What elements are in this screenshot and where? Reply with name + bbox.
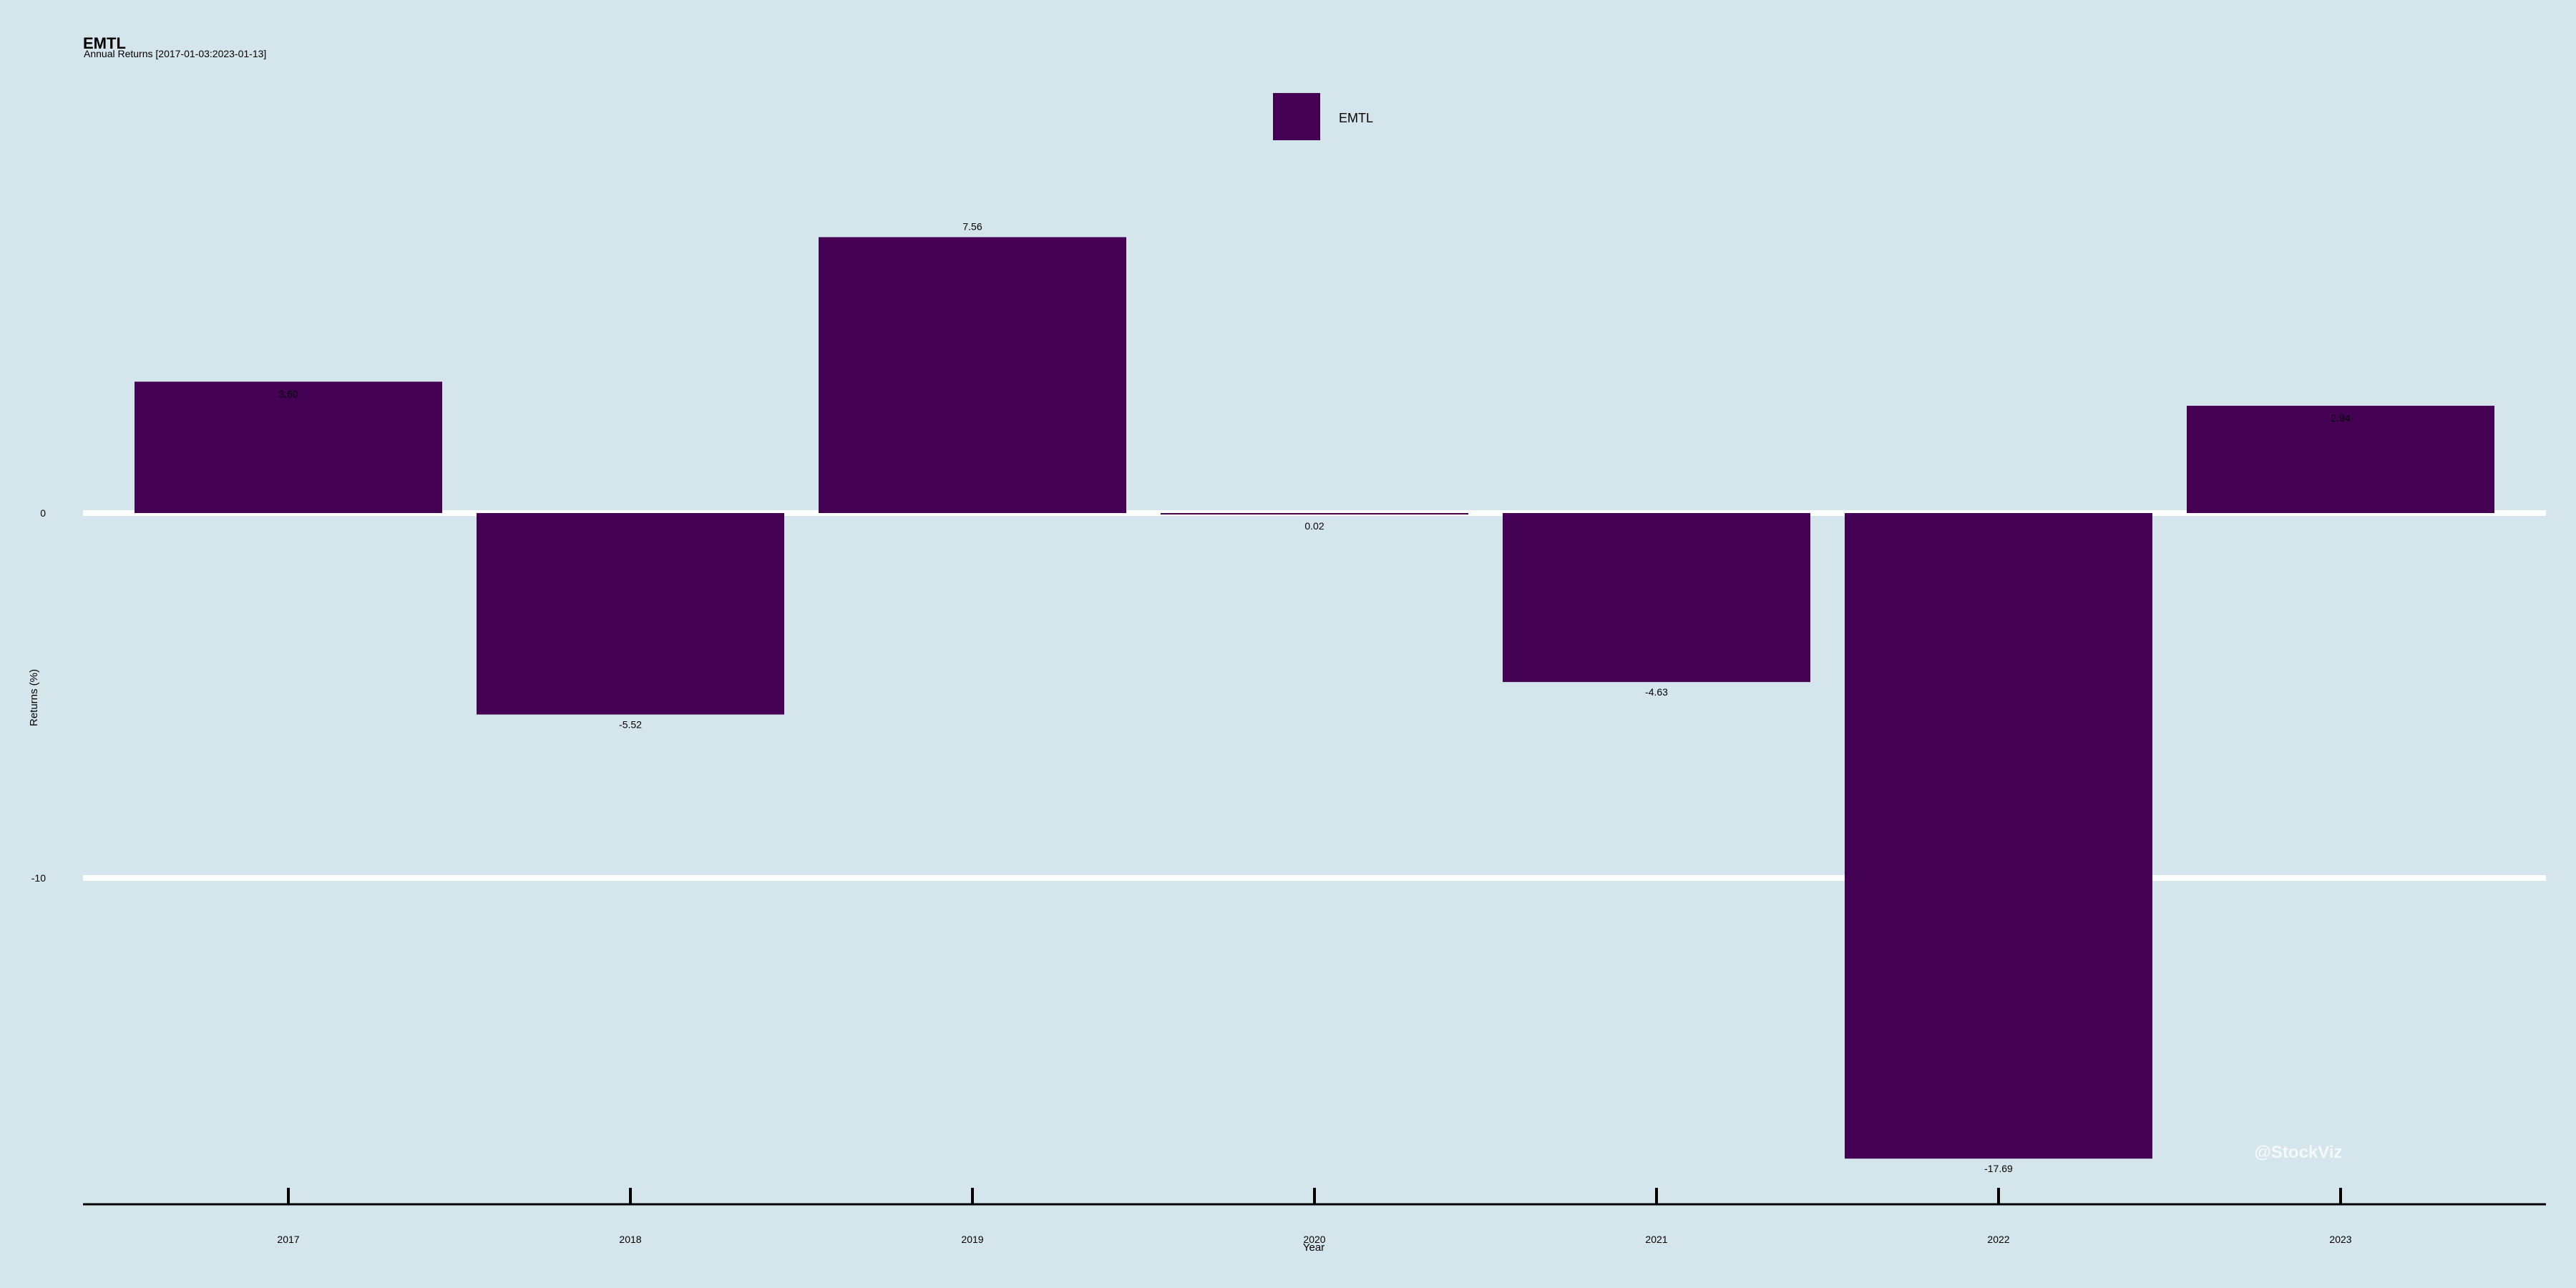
x-tick-labels: 2017 2018 2019 2020 2021 2022 2023 bbox=[277, 1234, 2351, 1245]
bars bbox=[135, 237, 2494, 1159]
bar-2020 bbox=[1161, 513, 1468, 514]
x-tick-label-2021: 2021 bbox=[1645, 1234, 1667, 1245]
bar-2023 bbox=[2187, 406, 2494, 513]
data-label-2020: 0.02 bbox=[1304, 520, 1324, 532]
chart-title: EMTL bbox=[83, 34, 126, 52]
bar-2019 bbox=[819, 237, 1126, 513]
data-label-2021: -4.63 bbox=[1645, 686, 1668, 698]
data-label-2023: 2.94 bbox=[2331, 412, 2350, 424]
y-tick-label: 0 bbox=[40, 507, 46, 519]
y-tick-label: -10 bbox=[31, 872, 46, 884]
legend-label-emtl: EMTL bbox=[1339, 111, 1373, 125]
data-label-2018: -5.52 bbox=[619, 719, 642, 731]
x-axis: 2017 2018 2019 2020 2021 2022 2023 bbox=[83, 1188, 2546, 1245]
legend-swatch-emtl bbox=[1273, 93, 1320, 140]
bar-2018 bbox=[477, 513, 784, 715]
x-tick-label-2018: 2018 bbox=[619, 1234, 641, 1245]
data-label-2019: 7.56 bbox=[962, 220, 982, 232]
y-axis-title: Returns (%) bbox=[28, 669, 40, 726]
chart-subtitle: Annual Returns [2017-01-03:2023-01-13] bbox=[84, 48, 266, 59]
x-tick-label-2017: 2017 bbox=[277, 1234, 299, 1245]
bar-2022 bbox=[1845, 513, 2152, 1159]
y-tick-labels: 0 -10 bbox=[31, 507, 46, 884]
gridlines bbox=[83, 510, 2546, 881]
data-label-2017: 3.60 bbox=[278, 388, 298, 399]
data-labels: 3.60 -5.52 7.56 0.02 -4.63 -17.69 2.94 bbox=[278, 220, 2350, 1174]
x-tick-label-2023: 2023 bbox=[2329, 1234, 2351, 1245]
watermark: @StockViz bbox=[2255, 1143, 2343, 1162]
legend: EMTL bbox=[1273, 93, 1373, 140]
x-tick-label-2020: 2020 bbox=[1303, 1234, 1325, 1245]
bar-2021 bbox=[1503, 513, 1810, 683]
x-tick-label-2019: 2019 bbox=[961, 1234, 983, 1245]
bar-2017 bbox=[135, 381, 442, 513]
x-axis-title: Year bbox=[1303, 1241, 1324, 1254]
x-tick-label-2022: 2022 bbox=[1987, 1234, 2009, 1245]
data-label-2022: -17.69 bbox=[1984, 1163, 2013, 1174]
x-ticks bbox=[287, 1188, 2342, 1204]
